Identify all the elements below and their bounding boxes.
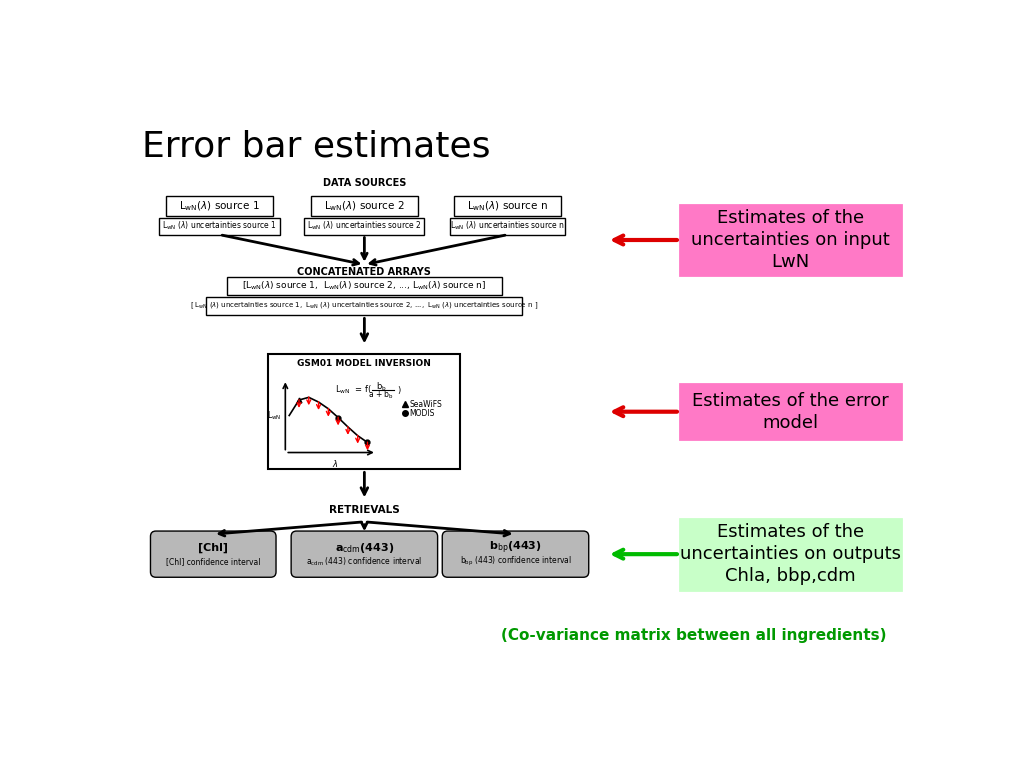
Bar [680, 518, 901, 590]
Text: (Co-variance matrix between all ingredients): (Co-variance matrix between all ingredie… [501, 628, 887, 644]
Text: GSM01 MODEL INVERSION: GSM01 MODEL INVERSION [297, 359, 431, 368]
Text: [ L$_{\rm wN}$ ($\lambda$) uncertainties source 1,  L$_{\rm wN}$ ($\lambda$) unc: [ L$_{\rm wN}$ ($\lambda$) uncertainties… [190, 301, 539, 312]
Text: L$_{\rm wN}$: L$_{\rm wN}$ [267, 409, 282, 422]
Text: L$_{\rm wN}$($\lambda$) source n: L$_{\rm wN}$($\lambda$) source n [467, 200, 548, 213]
Text: L$_{\rm wN}$ ($\lambda$) uncertainties source 1: L$_{\rm wN}$ ($\lambda$) uncertainties s… [162, 220, 276, 233]
Text: ): ) [397, 386, 400, 395]
Text: MODIS: MODIS [410, 409, 435, 418]
Bar [680, 204, 901, 276]
Text: L$_{\rm wN}$ ($\lambda$) uncertainties source 2: L$_{\rm wN}$ ($\lambda$) uncertainties s… [307, 220, 422, 233]
Bar [206, 297, 522, 316]
Text: b$_{\rm bp}$ (443) confidence interval: b$_{\rm bp}$ (443) confidence interval [460, 555, 571, 568]
Text: L$_{\rm wN}$($\lambda$) source 1: L$_{\rm wN}$($\lambda$) source 1 [179, 200, 260, 213]
FancyBboxPatch shape [442, 531, 589, 578]
Bar [166, 196, 273, 216]
Text: Estimates of the error
model: Estimates of the error model [692, 392, 889, 432]
Text: CONCATENATED ARRAYS: CONCATENATED ARRAYS [297, 267, 431, 277]
Text: DATA SOURCES: DATA SOURCES [323, 178, 407, 188]
Bar [451, 217, 565, 234]
Text: a + b$_{\rm b}$: a + b$_{\rm b}$ [369, 389, 394, 401]
Text: b$_{\rm bp}$(443): b$_{\rm bp}$(443) [489, 540, 542, 556]
Text: $\lambda$: $\lambda$ [332, 458, 338, 468]
Text: RETRIEVALS: RETRIEVALS [329, 505, 399, 515]
Bar [455, 196, 561, 216]
FancyBboxPatch shape [151, 531, 276, 578]
Text: SeaWiFS: SeaWiFS [410, 399, 442, 409]
Text: L$_{\rm wN}$($\lambda$) source 2: L$_{\rm wN}$($\lambda$) source 2 [324, 200, 404, 213]
Text: Estimates of the
uncertainties on input
LwN: Estimates of the uncertainties on input … [691, 209, 890, 271]
Bar [680, 384, 901, 439]
FancyBboxPatch shape [291, 531, 437, 578]
Text: a$_{\rm cdm}$(443): a$_{\rm cdm}$(443) [335, 541, 394, 555]
Text: b$_{\rm b}$: b$_{\rm b}$ [376, 380, 387, 392]
Text: Error bar estimates: Error bar estimates [142, 129, 490, 163]
Text: [Chl] confidence interval: [Chl] confidence interval [166, 558, 260, 566]
Bar [160, 217, 280, 234]
Text: Estimates of the
uncertainties on outputs
Chla, bbp,cdm: Estimates of the uncertainties on output… [680, 523, 901, 585]
Text: [L$_{\rm wN}$($\lambda$) source 1,  L$_{\rm wN}$($\lambda$) source 2, ..., L$_{\: [L$_{\rm wN}$($\lambda$) source 1, L$_{\… [243, 280, 486, 293]
Bar [304, 217, 424, 234]
Bar [226, 277, 502, 296]
Bar [311, 196, 418, 216]
Text: a$_{\rm cdm}$ (443) confidence interval: a$_{\rm cdm}$ (443) confidence interval [306, 555, 423, 568]
Text: L$_{\rm wN}$  = f(: L$_{\rm wN}$ = f( [336, 384, 372, 396]
Text: [Chl]: [Chl] [199, 543, 228, 553]
Text: L$_{\rm wN}$ ($\lambda$) uncertainties source n: L$_{\rm wN}$ ($\lambda$) uncertainties s… [451, 220, 565, 233]
Bar [268, 354, 461, 469]
